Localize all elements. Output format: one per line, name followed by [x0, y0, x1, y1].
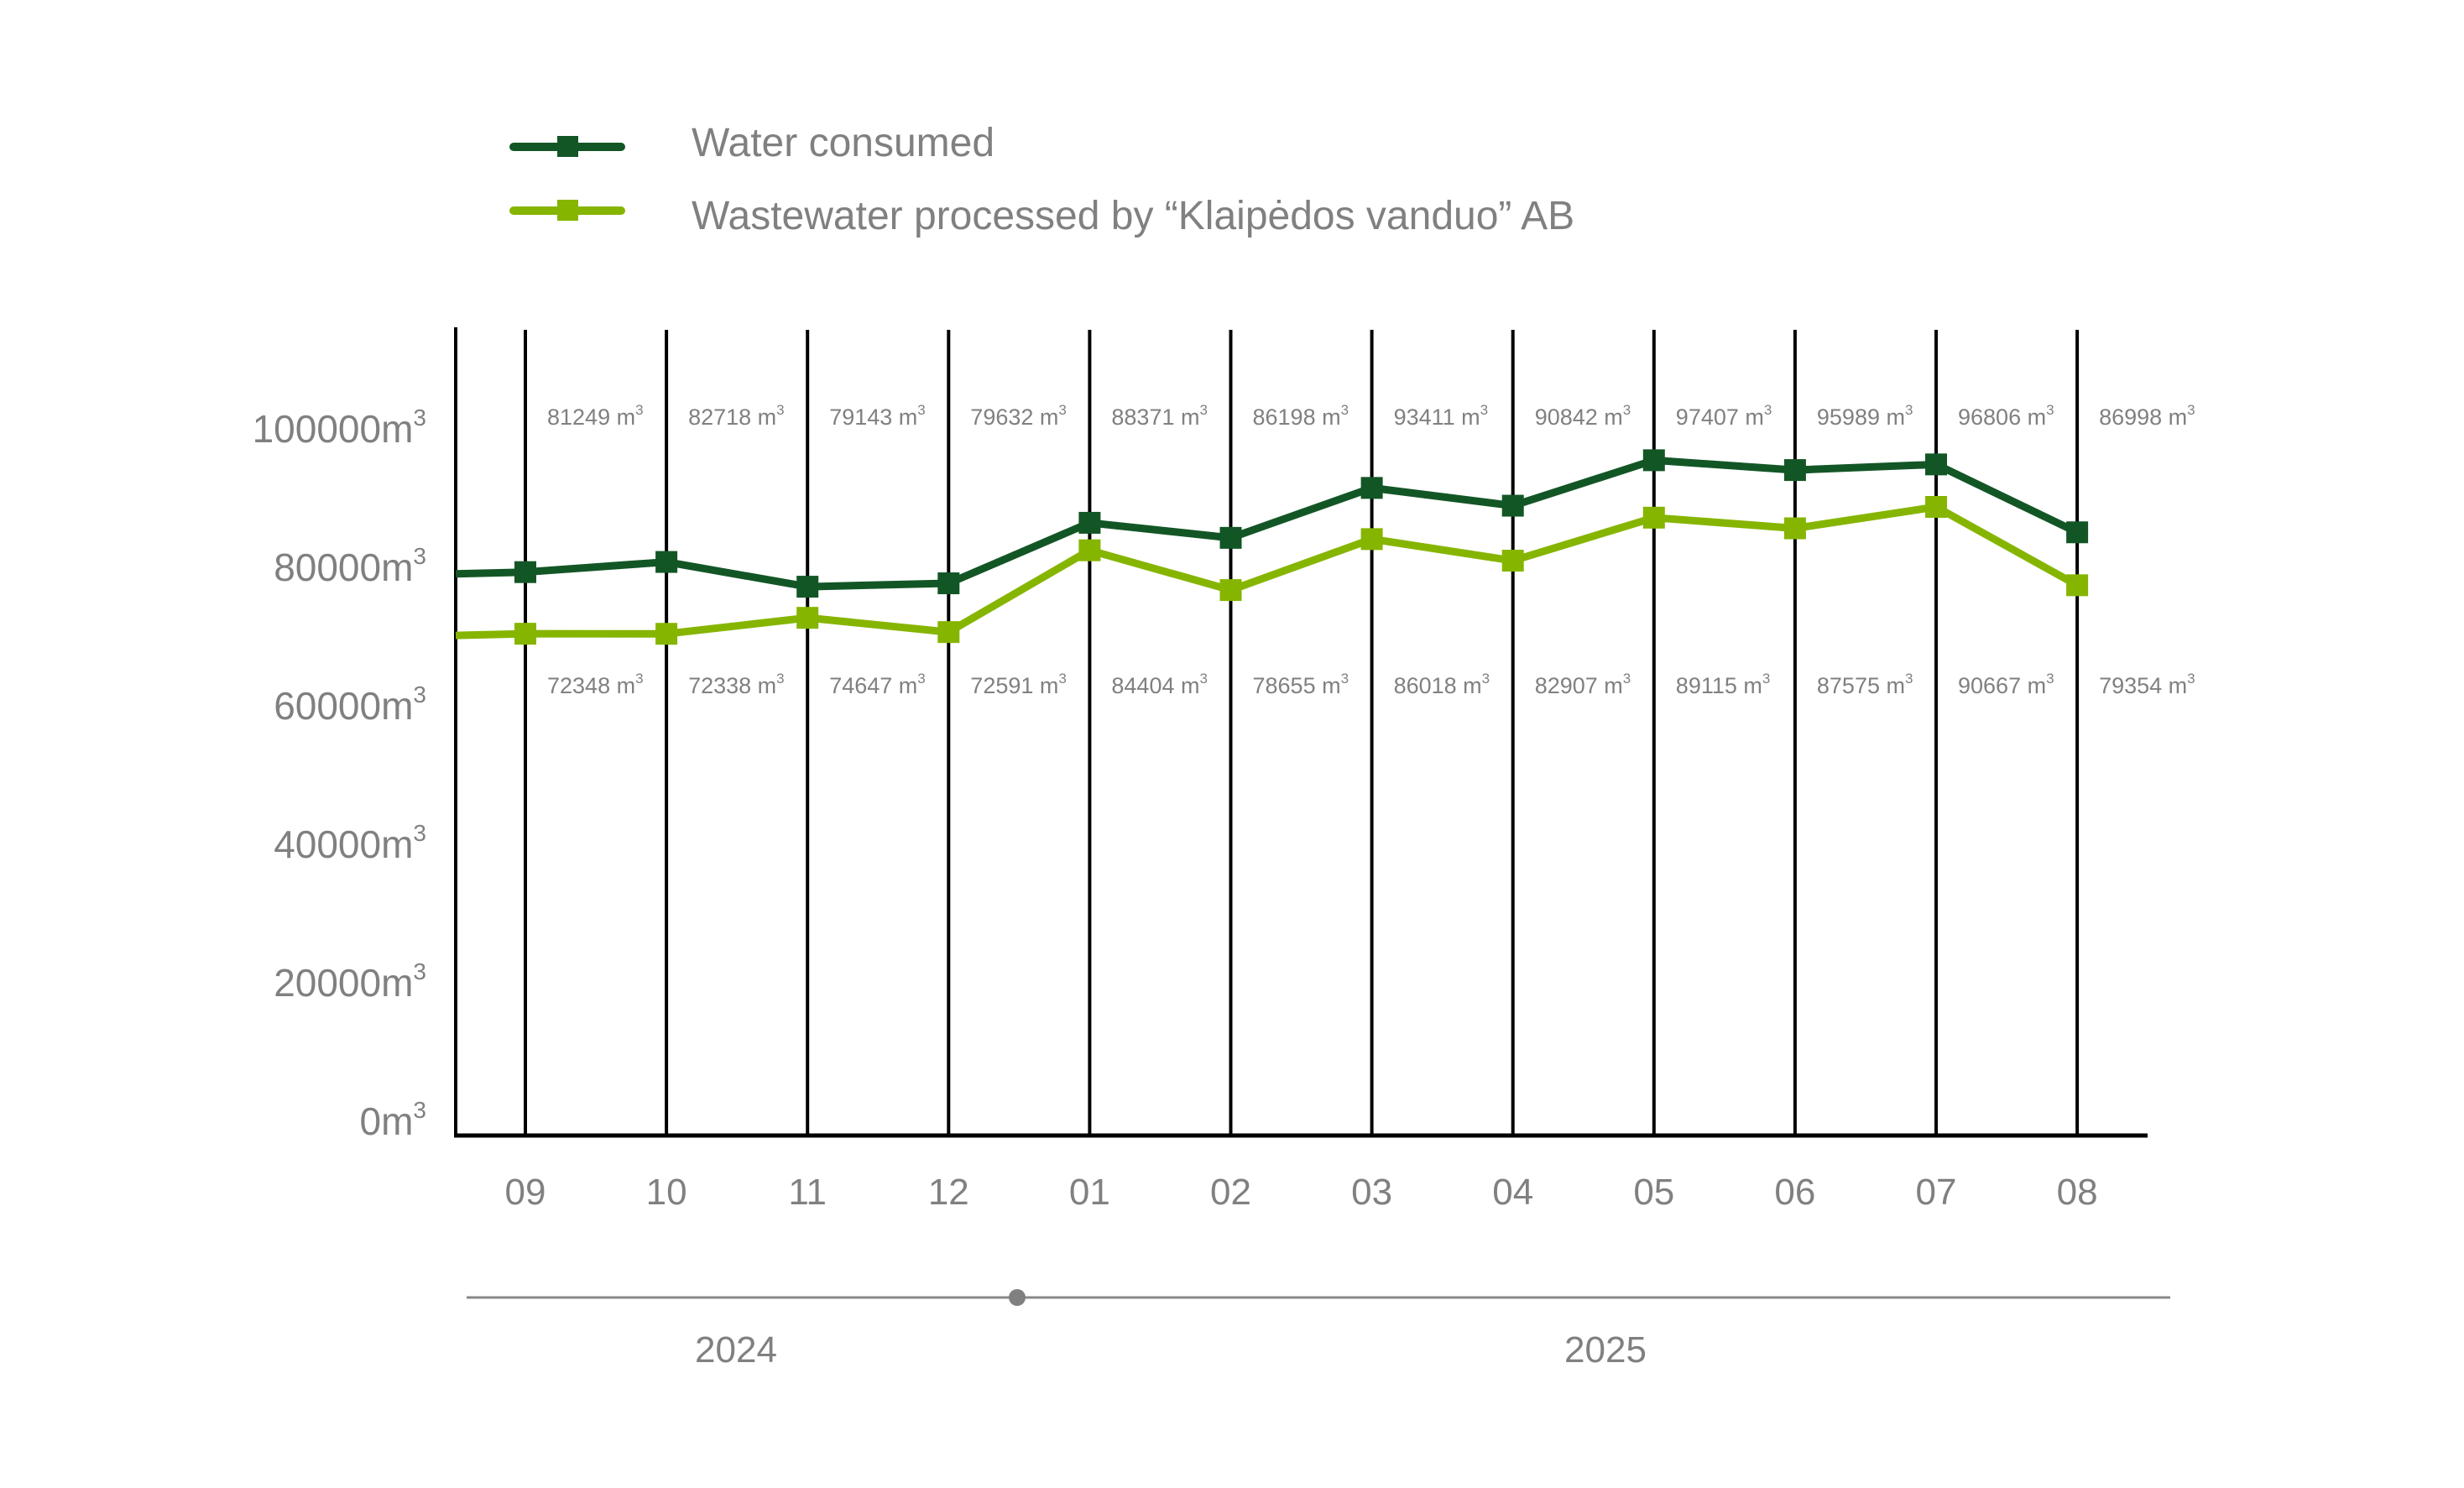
- series-wastewater: [455, 495, 2089, 645]
- y-tick-label-40000: 40000m3: [274, 820, 426, 866]
- legend-label-wastewater: Wastewater processed by “Klaipėdos vandu…: [692, 194, 1574, 238]
- x-tick-label-05: 05: [1633, 1172, 1674, 1213]
- data-label-wastewater-03: 86018 m3: [1394, 671, 1490, 698]
- legend-item-water-consumed[interactable]: Water consumed: [509, 121, 994, 165]
- data-label-wastewater-10: 72338 m3: [688, 671, 785, 698]
- legend: Water consumed Wastewater processed by “…: [509, 121, 1574, 238]
- data-label-water-consumed-01: 88371 m3: [1111, 402, 1208, 430]
- data-labels: 81249 m3 82718 m3 79143 m3 79632 m3 88371 m3…: [547, 402, 2195, 698]
- data-point-water-consumed-03[interactable]: [1360, 477, 1383, 499]
- x-tick-label-06: 06: [1774, 1172, 1815, 1213]
- data-point-water-consumed-04[interactable]: [1501, 494, 1524, 517]
- data-label-wastewater-01: 84404 m3: [1111, 671, 1208, 698]
- x-tick-labels: 09 10 11 12 01 02 03 04 05 06 07 08: [505, 1172, 2098, 1213]
- data-label-water-consumed-06: 95989 m3: [1817, 402, 1913, 430]
- x-tick-label-07: 07: [1916, 1172, 1957, 1213]
- data-point-wastewater-02[interactable]: [1219, 579, 1242, 602]
- x-tick-label-04: 04: [1492, 1172, 1533, 1213]
- data-point-wastewater-03[interactable]: [1360, 528, 1383, 551]
- y-tick-label-80000: 80000m3: [274, 543, 426, 589]
- data-label-water-consumed-12: 79632 m3: [970, 402, 1067, 430]
- data-point-water-consumed-10[interactable]: [655, 551, 678, 573]
- legend-label-water-consumed: Water consumed: [692, 121, 994, 165]
- x-tick-label-11: 11: [788, 1172, 827, 1213]
- data-label-wastewater-09: 72348 m3: [547, 671, 644, 698]
- data-point-water-consumed-02[interactable]: [1219, 526, 1242, 549]
- data-label-water-consumed-09: 81249 m3: [547, 402, 644, 430]
- y-tick-label-20000: 20000m3: [274, 958, 426, 1005]
- legend-marker-wastewater: [557, 200, 578, 221]
- data-point-water-consumed-08[interactable]: [2066, 521, 2089, 544]
- y-tick-label-100000: 100000m3: [253, 405, 426, 451]
- data-point-wastewater-04[interactable]: [1501, 550, 1524, 572]
- x-tick-label-10: 10: [646, 1172, 687, 1213]
- data-label-wastewater-06: 87575 m3: [1817, 671, 1913, 698]
- x-tick-label-01: 01: [1069, 1172, 1110, 1213]
- data-point-wastewater-10[interactable]: [655, 623, 678, 645]
- data-label-water-consumed-08: 86998 m3: [2099, 402, 2195, 430]
- data-point-water-consumed-07[interactable]: [1925, 453, 1947, 476]
- data-point-water-consumed-06[interactable]: [1783, 459, 1806, 482]
- data-label-water-consumed-02: 86198 m3: [1253, 402, 1349, 430]
- data-label-water-consumed-10: 82718 m3: [688, 402, 785, 430]
- data-label-wastewater-08: 79354 m3: [2099, 671, 2195, 698]
- year-divider-dot: [1009, 1289, 1026, 1306]
- data-label-wastewater-12: 72591 m3: [970, 671, 1067, 698]
- x-tick-label-03: 03: [1351, 1172, 1392, 1213]
- data-point-wastewater-07[interactable]: [1925, 495, 1947, 518]
- data-label-wastewater-04: 82907 m3: [1535, 671, 1631, 698]
- data-point-wastewater-05[interactable]: [1642, 506, 1665, 529]
- y-tick-labels: 0m3 20000m3 40000m3 60000m3 80000m3 100000m3: [253, 405, 426, 1143]
- data-label-water-consumed-04: 90842 m3: [1535, 402, 1631, 430]
- year-label-2024: 2024: [695, 1329, 777, 1371]
- x-tick-label-12: 12: [928, 1172, 969, 1213]
- data-point-water-consumed-11[interactable]: [796, 576, 819, 598]
- data-label-wastewater-11: 74647 m3: [829, 671, 926, 698]
- data-label-water-consumed-07: 96806 m3: [1958, 402, 2054, 430]
- data-label-water-consumed-05: 97407 m3: [1676, 402, 1772, 430]
- month-gridlines: [524, 330, 2080, 1135]
- series-lines: [455, 449, 2089, 645]
- x-tick-label-08: 08: [2057, 1172, 2098, 1213]
- year-label-2025: 2025: [1564, 1329, 1647, 1371]
- data-point-wastewater-08[interactable]: [2066, 574, 2089, 597]
- y-tick-label-0: 0m3: [360, 1097, 426, 1143]
- data-label-wastewater-05: 89115 m3: [1676, 671, 1771, 698]
- data-point-wastewater-06[interactable]: [1783, 517, 1806, 540]
- legend-item-wastewater[interactable]: Wastewater processed by “Klaipėdos vandu…: [509, 194, 1574, 238]
- y-tick-label-60000: 60000m3: [274, 681, 426, 728]
- data-point-water-consumed-12[interactable]: [937, 572, 960, 595]
- data-point-water-consumed-05[interactable]: [1642, 449, 1665, 472]
- data-point-wastewater-11[interactable]: [796, 607, 819, 629]
- data-point-water-consumed-01[interactable]: [1078, 511, 1101, 534]
- year-timeline: 2024 2025: [467, 1289, 2170, 1371]
- data-point-wastewater-01[interactable]: [1078, 539, 1101, 561]
- data-label-wastewater-02: 78655 m3: [1253, 671, 1349, 698]
- x-tick-label-09: 09: [505, 1172, 546, 1213]
- data-point-water-consumed-09[interactable]: [514, 561, 536, 583]
- data-label-water-consumed-03: 93411 m3: [1394, 402, 1489, 430]
- data-point-wastewater-09[interactable]: [514, 623, 536, 645]
- data-label-wastewater-07: 90667 m3: [1958, 671, 2054, 698]
- axes: [454, 327, 2148, 1138]
- series-water-consumed: [455, 449, 2089, 598]
- data-point-wastewater-12[interactable]: [937, 621, 960, 644]
- data-label-water-consumed-11: 79143 m3: [829, 402, 926, 430]
- legend-marker-water-consumed: [557, 136, 578, 157]
- x-tick-label-02: 02: [1210, 1172, 1251, 1213]
